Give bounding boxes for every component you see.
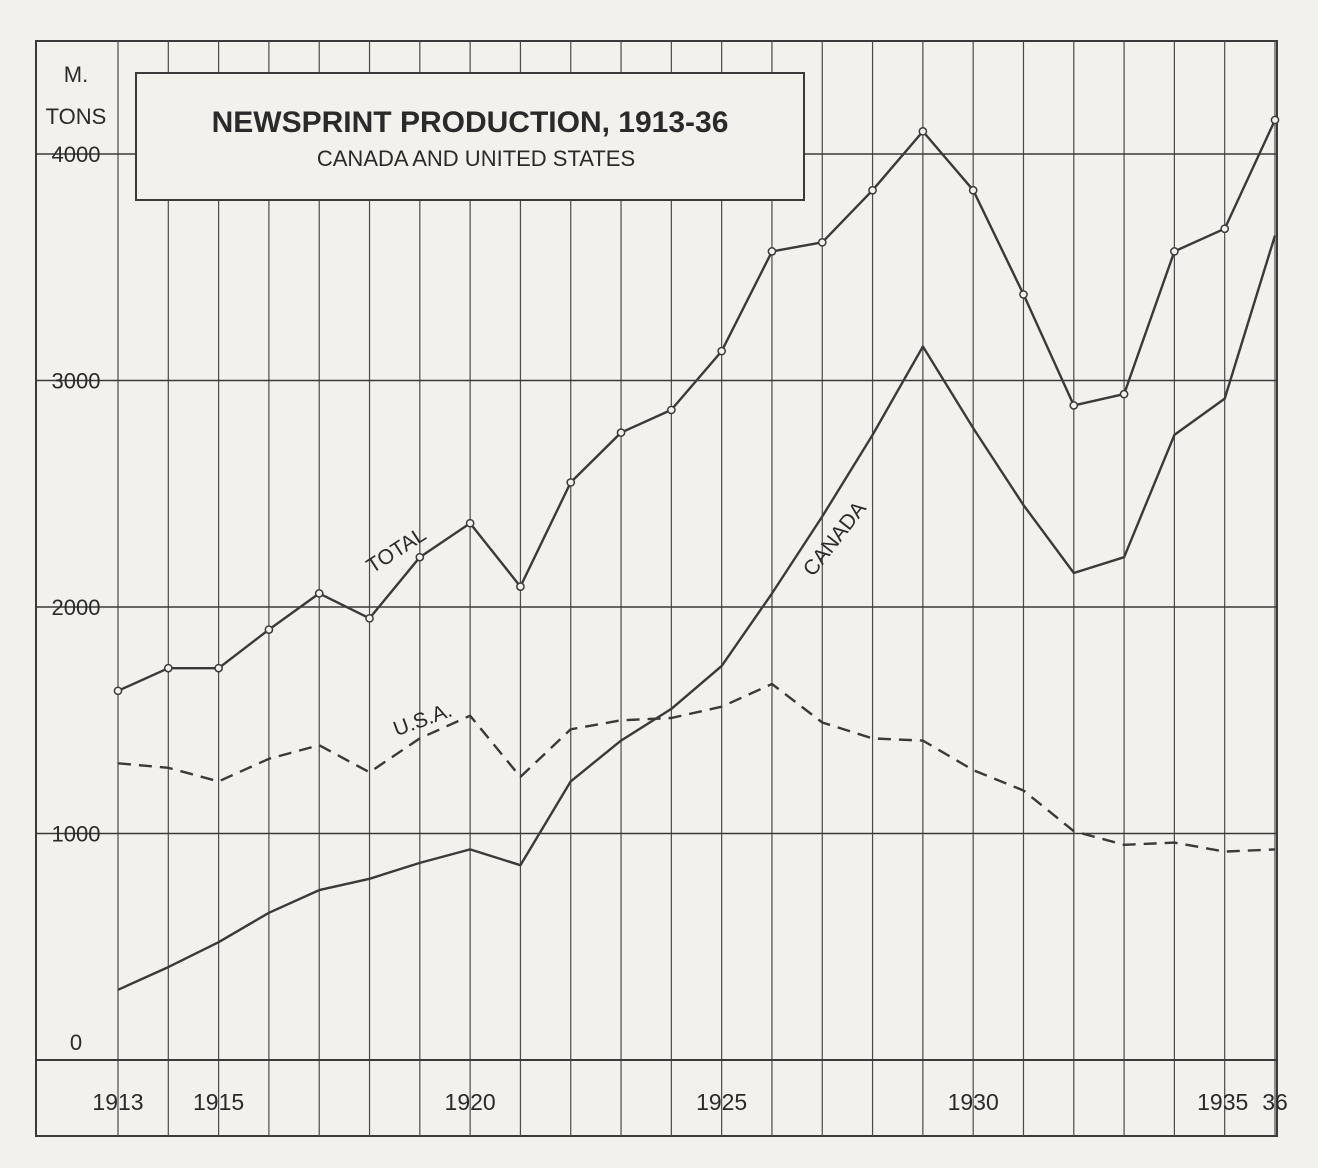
data-point-total [1270,115,1280,125]
y-tick-label: 3000 [52,369,101,394]
data-point-total [1119,389,1129,399]
x-tick-label: 36 [1262,1089,1288,1115]
data-point-total [214,663,223,673]
grid-lines [35,40,1278,1137]
x-tick-label: 1913 [92,1089,143,1115]
data-point-total [918,127,928,136]
data-point-total [717,346,727,356]
x-tick-label: 1930 [948,1089,999,1115]
data-point-total [314,589,324,598]
chart-title: NEWSPRINT PRODUCTION, 1913-36 [212,106,729,139]
data-point-total [1019,290,1028,299]
data-point-total [264,625,274,635]
data-point-total [817,237,827,247]
data-point-total [1069,401,1079,410]
series-line-usa [117,682,1276,853]
x-tick-label: 1920 [445,1089,496,1115]
series-label-usa: U.S.A. [390,699,455,741]
chart-subtitle: CANADA AND UNITED STATES [317,146,635,171]
data-point-total [113,686,123,696]
chart-frame [35,40,1278,1137]
data-point-total [666,405,676,415]
y-axis-label-line1: M. [64,62,88,87]
data-point-total [465,518,475,528]
x-tick-label: 1915 [193,1089,244,1115]
data-point-total [968,185,978,195]
data-point-total [365,613,374,623]
y-tick-label: 2000 [52,595,101,620]
data-point-total [616,428,626,437]
y-tick-label: 1000 [52,822,101,847]
data-point-total [1220,224,1230,234]
data-point-total [516,582,525,591]
series-line-total [117,119,1277,692]
data-point-total [1170,247,1179,256]
data-point-total [415,552,425,562]
title-box [135,72,805,201]
series-label-canada: CANADA [799,497,871,580]
y-tick-label: 4000 [52,142,101,167]
y-axis-label-line2: TONS [46,104,107,129]
x-tick-label: 1925 [696,1089,747,1115]
data-point-total [566,478,576,487]
series-line-canada [117,235,1277,991]
x-tick-label: 1935 [1197,1089,1248,1115]
data-point-total [868,185,877,195]
series-lines [117,119,1277,991]
axis-ticks: 0 1000 2000 3000 4000 1913 1915 1920 1925 1930 193… [52,142,1288,1115]
data-point-total [767,247,777,256]
series-markers [113,115,1280,696]
data-point-total [163,663,173,673]
y-tick-label: 0 [70,1030,82,1055]
